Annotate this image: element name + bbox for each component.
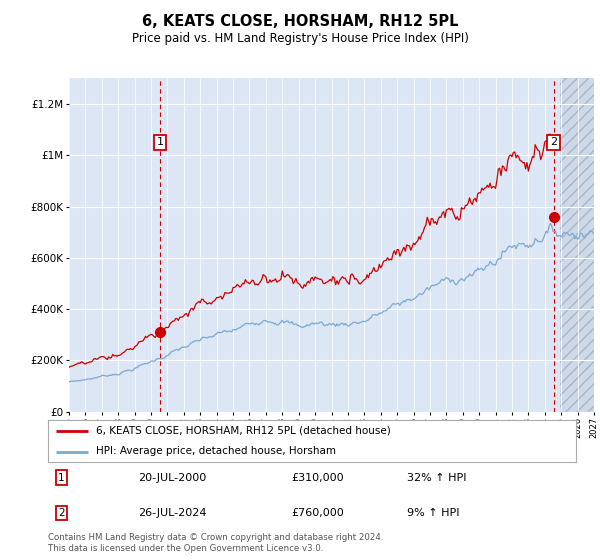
- Text: HPI: Average price, detached house, Horsham: HPI: Average price, detached house, Hors…: [95, 446, 335, 456]
- Text: 32% ↑ HPI: 32% ↑ HPI: [407, 473, 467, 483]
- Text: 6, KEATS CLOSE, HORSHAM, RH12 5PL: 6, KEATS CLOSE, HORSHAM, RH12 5PL: [142, 14, 458, 29]
- Text: 20-JUL-2000: 20-JUL-2000: [138, 473, 206, 483]
- Text: £760,000: £760,000: [291, 508, 344, 518]
- Text: 1: 1: [58, 473, 65, 483]
- Text: 2: 2: [550, 137, 557, 147]
- Bar: [560, 78, 594, 412]
- Text: 26-JUL-2024: 26-JUL-2024: [138, 508, 206, 518]
- Text: Price paid vs. HM Land Registry's House Price Index (HPI): Price paid vs. HM Land Registry's House …: [131, 32, 469, 45]
- Text: 6, KEATS CLOSE, HORSHAM, RH12 5PL (detached house): 6, KEATS CLOSE, HORSHAM, RH12 5PL (detac…: [95, 426, 390, 436]
- Text: 9% ↑ HPI: 9% ↑ HPI: [407, 508, 460, 518]
- Text: £310,000: £310,000: [291, 473, 344, 483]
- Text: 1: 1: [157, 137, 164, 147]
- Text: Contains HM Land Registry data © Crown copyright and database right 2024.
This d: Contains HM Land Registry data © Crown c…: [48, 533, 383, 553]
- Text: 2: 2: [58, 508, 65, 518]
